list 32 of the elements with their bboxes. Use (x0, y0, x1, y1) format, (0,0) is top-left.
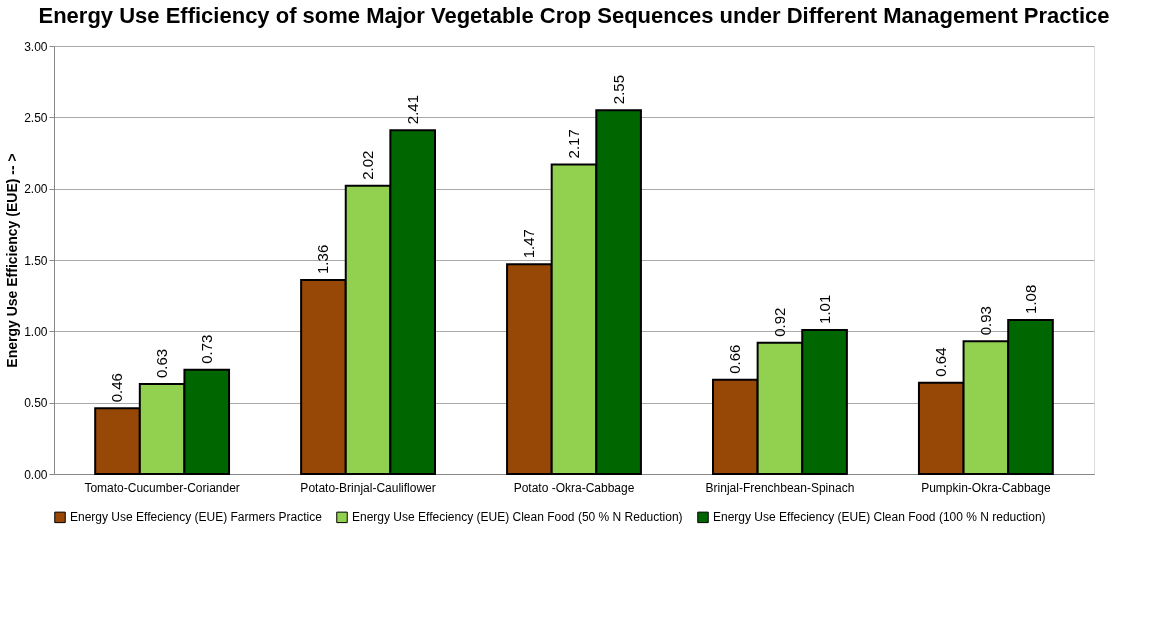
y-tick-label: 1.00 (24, 324, 48, 339)
data-label: 0.73 (197, 334, 215, 364)
data-label: 2.55 (609, 75, 627, 105)
legend-label: Energy Use Effeciency (EUE) Clean Food (50 % N Reduction) (352, 510, 683, 525)
y-tick-label: 0.50 (24, 396, 48, 411)
legend-label: Energy Use Effeciency (EUE) Farmers Practice (70, 510, 323, 525)
data-label: 0.46 (108, 373, 126, 403)
data-label: 0.66 (726, 344, 744, 374)
data-label: 1.01 (815, 294, 833, 324)
y-tick-label: 0.00 (24, 467, 48, 482)
data-label: 1.47 (520, 229, 538, 259)
data-label: 0.63 (153, 348, 171, 379)
data-label: 0.93 (976, 306, 994, 336)
y-tick-label: 1.50 (24, 253, 48, 268)
y-tick-label: 2.50 (24, 110, 48, 125)
y-tick-label: 3.00 (24, 39, 48, 54)
data-label: 2.02 (359, 150, 377, 180)
x-tick-label: Pumpkin-Okra-Cabbage (921, 480, 1051, 495)
y-axis-title: Energy Use Efficiency (EUE) -- > (4, 153, 21, 368)
x-tick-label: Brinjal-Frenchbean-Spinach (705, 480, 855, 495)
legend-label: Energy Use Effeciency (EUE) Clean Food (100 % N reduction) (713, 510, 1046, 525)
data-label: 1.36 (314, 244, 332, 274)
data-label: 0.92 (770, 307, 788, 337)
data-label: 1.08 (1021, 284, 1039, 314)
x-tick-label: Potato -Okra-Cabbage (513, 480, 635, 495)
x-tick-label: Potato-Brinjal-Cauliflower (300, 480, 436, 495)
data-label: 0.64 (932, 347, 950, 377)
chart-title: Energy Use Efficiency of some Major Vegetable Crop Sequences under Different Management Practice (38, 3, 1110, 28)
x-tick-label: Tomato-Cucumber-Coriander (84, 480, 240, 495)
data-label: 2.17 (565, 129, 582, 159)
y-tick-label: 2.00 (24, 182, 48, 197)
data-label: 2.41 (403, 94, 421, 125)
